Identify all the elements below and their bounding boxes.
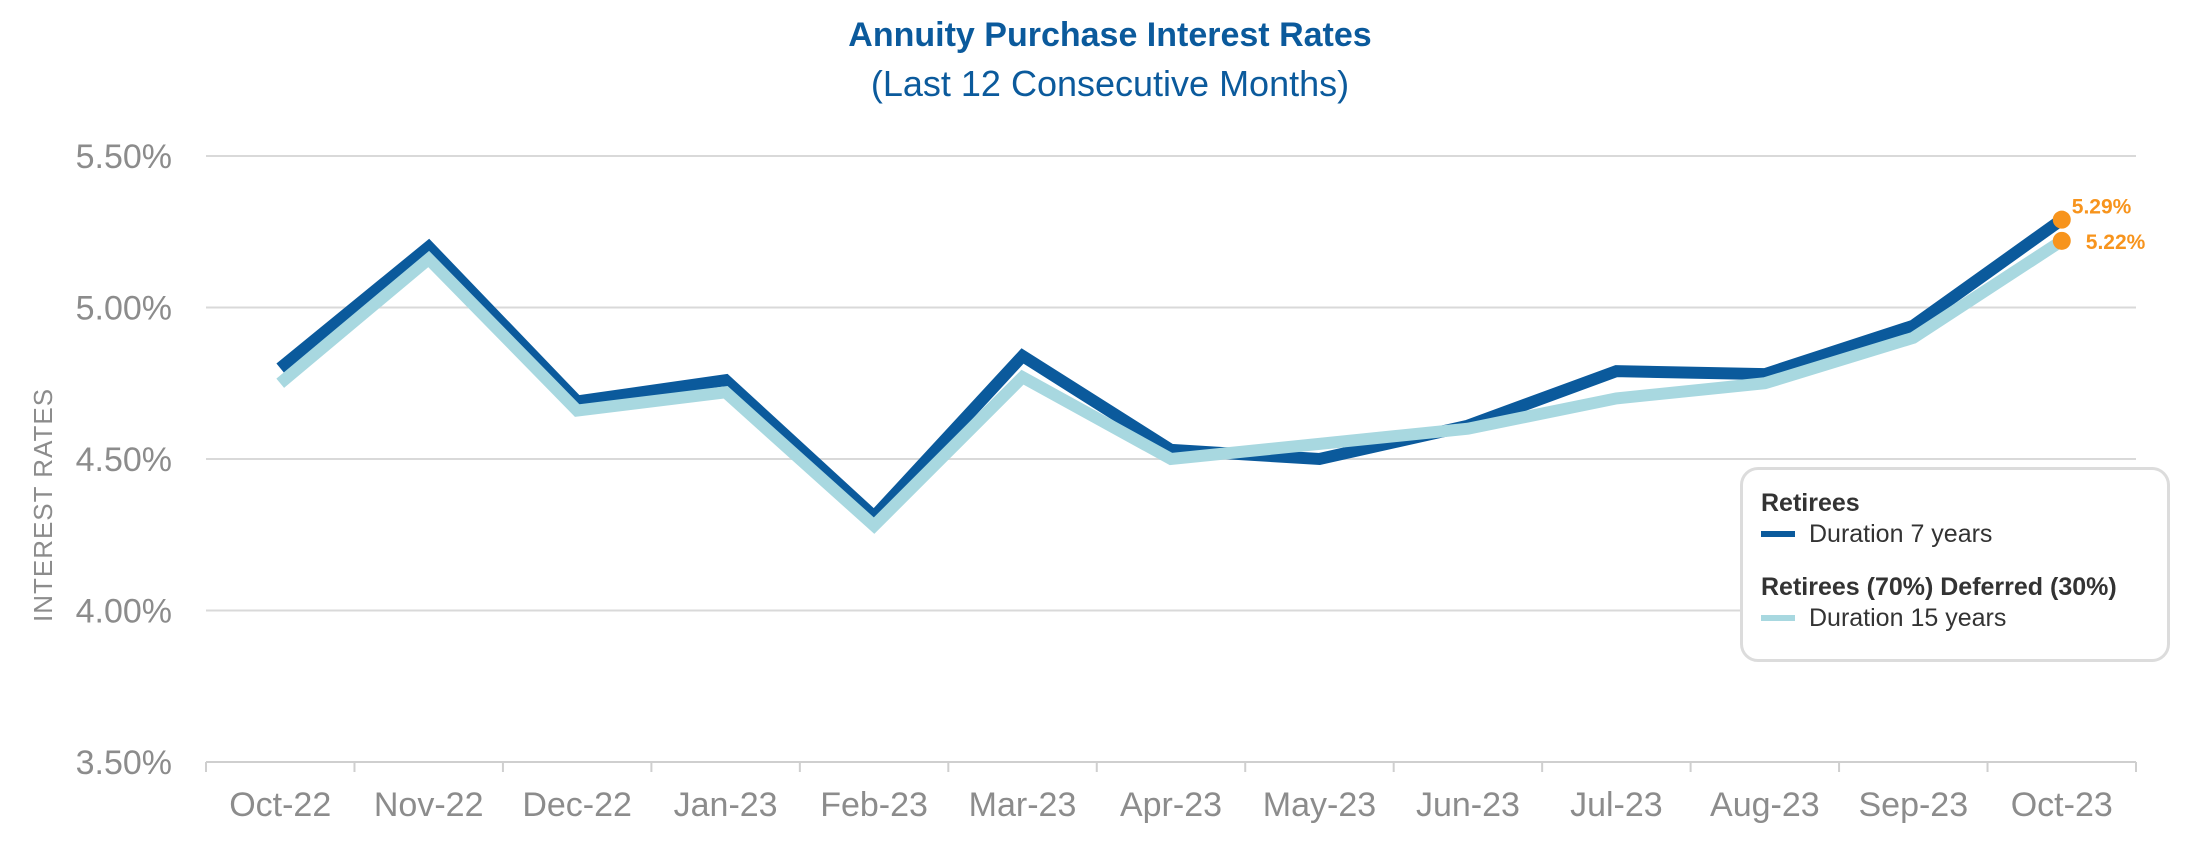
legend: Retirees Duration 7 years Retirees (70%)… [1740,467,2170,662]
legend-label-duration-7: Duration 7 years [1809,520,1993,548]
legend-item-duration-7: Duration 7 years [1761,518,2167,550]
y-tick-label: 4.00% [76,593,172,631]
x-tick-label-jul-23: Jul-23 [1570,786,1663,824]
y-tick-label: 3.50% [76,744,172,782]
data-label-duration-7-years: 5.29% [2072,196,2132,219]
data-label-duration-15-years: 5.22% [2086,231,2146,254]
series-line-duration-15-years [276,235,2066,534]
x-tick-label-apr-23: Apr-23 [1120,786,1222,824]
end-marker-duration-7-years [2052,210,2071,229]
x-tick-label-mar-23: Mar-23 [969,786,1077,824]
data-labels: 5.29% 5.22% [2052,196,2146,254]
legend-swatch-duration-15 [1761,615,1795,621]
legend-swatch-duration-7 [1761,531,1795,537]
y-tick-label: 5.50% [76,138,172,176]
x-tick-label-oct-23: Oct-23 [2011,786,2113,824]
end-marker-duration-15-years [2052,231,2071,250]
y-axis: 3.50% 4.00% 4.50% 5.00% 5.50% [76,138,172,782]
y-axis-label: INTEREST RATES [28,388,58,622]
chart-title: Annuity Purchase Interest Rates [848,16,1371,54]
x-tick-label-oct-22: Oct-22 [229,786,331,824]
x-tick-label-aug-23: Aug-23 [1710,786,1820,824]
legend-item-duration-15: Duration 15 years [1761,602,2167,634]
x-tick-label-nov-22: Nov-22 [374,786,484,824]
legend-label-duration-15: Duration 15 years [1809,604,2007,632]
x-axis: Oct-22 Nov-22 Dec-22 Jan-23 Feb-23 Mar-23 Apr-… [205,761,2137,824]
x-tick-label-feb-23: Feb-23 [820,786,928,824]
legend-group-title-retirees: Retirees [1761,489,1860,517]
legend-group-title-deferred: Retirees (70%) Deferred (30%) [1761,573,2117,601]
series-line-duration-7-years [276,214,2066,526]
y-tick-label: 5.00% [76,290,172,328]
x-tick-label-dec-22: Dec-22 [522,786,632,824]
y-tick-label: 4.50% [76,441,172,479]
x-tick-label-jan-23: Jan-23 [674,786,778,824]
chart-subtitle: (Last 12 Consecutive Months) [871,63,1349,104]
x-tick-label-sep-23: Sep-23 [1858,786,1968,824]
series-lines [276,214,2066,534]
x-tick-label-jun-23: Jun-23 [1416,786,1520,824]
x-tick-label-may-23: May-23 [1263,786,1376,824]
